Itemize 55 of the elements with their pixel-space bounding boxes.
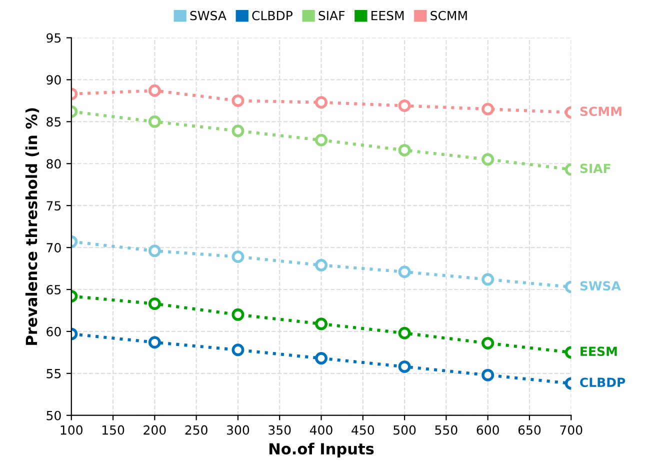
text: SIAF <box>580 164 610 174</box>
y-tick-label: 55 <box>46 369 61 378</box>
point <box>398 266 411 278</box>
x-tick-label: 300 <box>226 425 250 435</box>
point <box>315 96 328 109</box>
y-tick-label: 90 <box>46 75 61 85</box>
point <box>232 124 244 138</box>
point <box>315 134 328 146</box>
x-tick-label: 500 <box>394 425 416 435</box>
point <box>232 94 244 107</box>
point <box>482 153 494 166</box>
x-tick-label: 400 <box>310 425 332 435</box>
y-tick-label: 60 <box>46 326 61 336</box>
point <box>315 352 328 365</box>
point <box>232 250 244 264</box>
point <box>315 318 328 330</box>
x-tick-label: 650 <box>518 425 541 435</box>
point <box>482 102 494 116</box>
y-tick-label: 70 <box>46 243 61 252</box>
point <box>482 368 494 382</box>
text: SWSA <box>580 281 621 291</box>
y-axis-title: Prevalence threshold (in %) <box>25 108 40 345</box>
legend-label: CLBDP <box>252 10 292 20</box>
x-tick-label: 250 <box>185 425 208 435</box>
legend-label: EESM <box>372 10 404 20</box>
text: EESM <box>580 346 617 356</box>
x-axis-title: No.of Inputs <box>270 442 374 458</box>
point <box>482 273 494 286</box>
point <box>398 360 411 373</box>
y-tick-label: 65 <box>46 284 61 294</box>
y-tick-label: 85 <box>46 117 61 127</box>
legend-label: SCMM <box>430 10 467 20</box>
y-tick-label: 50 <box>46 410 61 420</box>
x-tick-label: 150 <box>102 425 124 435</box>
text: SCMM <box>580 106 622 116</box>
point <box>398 144 411 156</box>
x-tick-label: 450 <box>352 425 374 435</box>
x-tick-label: 350 <box>268 425 291 435</box>
point <box>398 99 411 112</box>
point <box>482 336 494 350</box>
y-tick-label: 75 <box>46 201 61 211</box>
y-tick-label: 95 <box>46 33 61 43</box>
x-tick-label: 600 <box>476 425 499 435</box>
legend-label: SIAF <box>318 10 345 20</box>
point <box>232 308 244 321</box>
point <box>232 344 244 356</box>
text: CLBDP <box>580 378 626 388</box>
y-tick-label: 80 <box>46 159 61 169</box>
x-tick-label: 550 <box>435 425 458 435</box>
point <box>398 326 411 340</box>
legend-label: SWSA <box>190 10 226 20</box>
x-tick-label: 100 <box>60 425 82 435</box>
x-tick-label: 200 <box>144 425 166 435</box>
point <box>315 258 328 272</box>
x-tick-label: 700 <box>560 425 582 435</box>
